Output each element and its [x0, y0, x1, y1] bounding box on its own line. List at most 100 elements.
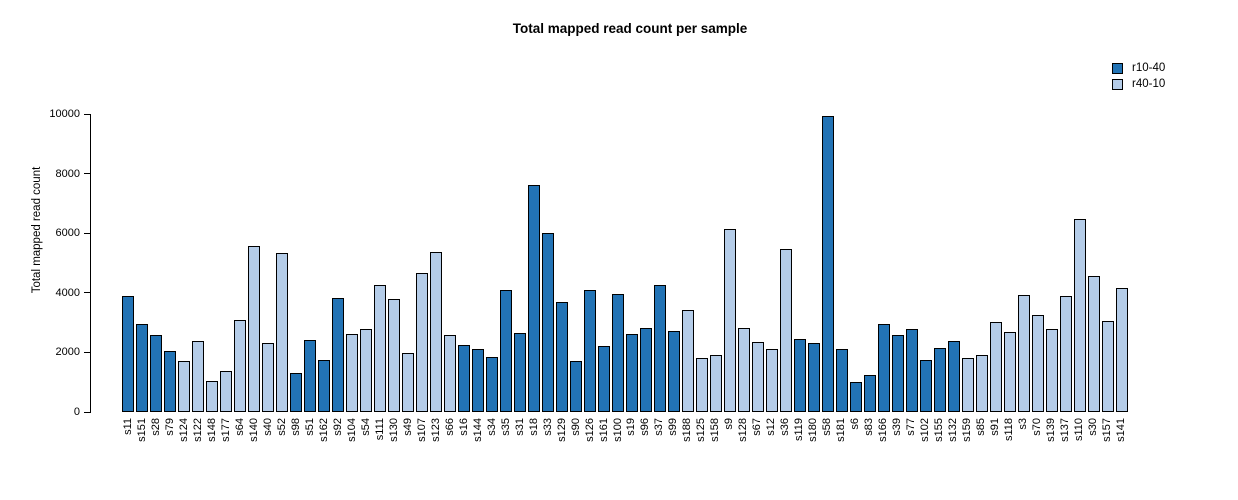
x-tick-label-s36: s36: [779, 418, 792, 436]
bar-s52: [276, 253, 288, 412]
bar-s18: [528, 184, 540, 412]
x-tick-label-s99: s99: [667, 418, 680, 436]
x-tick-label-s162: s162: [317, 418, 330, 442]
x-tick-label-s128: s128: [737, 418, 750, 442]
x-tick-label-s18: s18: [527, 418, 540, 436]
bar-s100: [612, 294, 624, 412]
bar-s39: [892, 335, 904, 412]
x-tick-label-s141: s141: [1115, 418, 1128, 442]
x-tick-label-s130: s130: [387, 418, 400, 442]
x-tick-label-s37: s37: [653, 418, 666, 436]
bar-s40: [262, 343, 274, 412]
x-tick-label-s6: s6: [849, 418, 862, 430]
bar-s140: [248, 246, 260, 412]
bar-s3: [1018, 294, 1030, 412]
x-tick-label-s40: s40: [261, 418, 274, 436]
bar-s6: [850, 382, 862, 412]
x-tick-label-s70: s70: [1031, 418, 1044, 436]
bar-s34: [486, 357, 498, 412]
chart-title: Total mapped read count per sample: [512, 21, 748, 36]
bar-s188: [682, 309, 694, 412]
bar-s67: [752, 342, 764, 412]
x-tick-label-s122: s122: [191, 418, 204, 442]
bar-s28: [150, 335, 162, 412]
x-tick-label-s34: s34: [485, 418, 498, 436]
bar-s92: [332, 298, 344, 412]
bar-s51: [304, 339, 316, 412]
x-tick-label-s98: s98: [289, 418, 302, 436]
x-tick-label-s12: s12: [765, 418, 778, 436]
legend-item-r10-40: r10-40: [1112, 62, 1165, 74]
legend-swatch-dark: [1112, 62, 1123, 74]
x-tick-label-s155: s155: [933, 418, 946, 442]
x-tick-label-s140: s140: [247, 418, 260, 442]
x-tick-label-s104: s104: [345, 418, 358, 442]
bar-s151: [136, 324, 148, 412]
x-tick-label-s96: s96: [639, 418, 652, 436]
bar-s128: [738, 327, 750, 412]
y-tick-mark: [84, 292, 90, 294]
x-tick-label-s161: s161: [597, 418, 610, 442]
y-tick-mark: [84, 351, 90, 353]
bar-s110: [1074, 218, 1086, 412]
bar-s30: [1088, 276, 1100, 412]
bar-s118: [1004, 332, 1016, 412]
x-tick-label-s54: s54: [359, 418, 372, 436]
y-tick-label: 4000: [55, 286, 80, 299]
bar-s130: [388, 299, 400, 412]
bar-s157: [1102, 321, 1114, 412]
x-tick-label-s39: s39: [891, 418, 904, 436]
bar-s161: [598, 345, 610, 412]
x-tick-label-s188: s188: [681, 418, 694, 442]
bar-s123: [430, 251, 442, 412]
x-tick-label-s111: s111: [373, 418, 386, 441]
bar-s144: [472, 349, 484, 412]
bar-s148: [206, 380, 218, 412]
x-tick-label-s3: s3: [1017, 418, 1030, 430]
bar-s125: [696, 358, 708, 412]
bar-s124: [178, 361, 190, 412]
x-tick-label-s144: s144: [471, 418, 484, 442]
x-tick-label-s90: s90: [569, 418, 582, 436]
bar-s177: [220, 370, 232, 412]
y-axis-line: [90, 114, 91, 413]
legend-label: r40-10: [1132, 78, 1166, 90]
bar-s162: [318, 360, 330, 412]
bar-s66: [444, 334, 456, 412]
bar-s36: [780, 249, 792, 412]
x-tick-label-s151: s151: [135, 418, 148, 442]
y-tick-label: 2000: [55, 346, 80, 359]
bar-s19: [626, 333, 638, 412]
x-tick-label-s51: s51: [303, 418, 316, 436]
bar-s119: [794, 338, 806, 412]
bar-s58: [822, 116, 834, 412]
x-tick-label-s85: s85: [975, 418, 988, 436]
y-tick-mark: [84, 411, 90, 413]
x-tick-label-s77: s77: [905, 418, 918, 436]
bar-s91: [990, 321, 1002, 412]
bar-s85: [976, 354, 988, 412]
x-tick-label-s157: s157: [1101, 418, 1114, 442]
x-tick-label-s107: s107: [415, 418, 428, 442]
bar-s83: [864, 374, 876, 412]
x-tick-label-s31: s31: [513, 418, 526, 436]
x-tick-label-s35: s35: [499, 418, 512, 436]
bar-s102: [920, 359, 932, 412]
x-tick-label-s132: s132: [947, 418, 960, 442]
x-tick-label-s49: s49: [401, 418, 414, 436]
x-tick-label-s125: s125: [695, 418, 708, 442]
x-tick-label-s64: s64: [233, 418, 246, 436]
x-tick-label-s102: s102: [919, 418, 932, 442]
x-tick-label-s180: s180: [807, 418, 820, 442]
x-tick-label-s137: s137: [1059, 418, 1072, 442]
x-tick-label-s166: s166: [877, 418, 890, 442]
bar-s79: [164, 350, 176, 412]
y-tick-label: 10000: [49, 108, 80, 120]
bar-s31: [514, 332, 526, 412]
bar-s35: [500, 290, 512, 412]
bar-s90: [570, 361, 582, 412]
x-tick-label-s91: s91: [989, 418, 1002, 436]
x-tick-label-s119: s119: [793, 418, 806, 442]
bar-s54: [360, 329, 372, 412]
